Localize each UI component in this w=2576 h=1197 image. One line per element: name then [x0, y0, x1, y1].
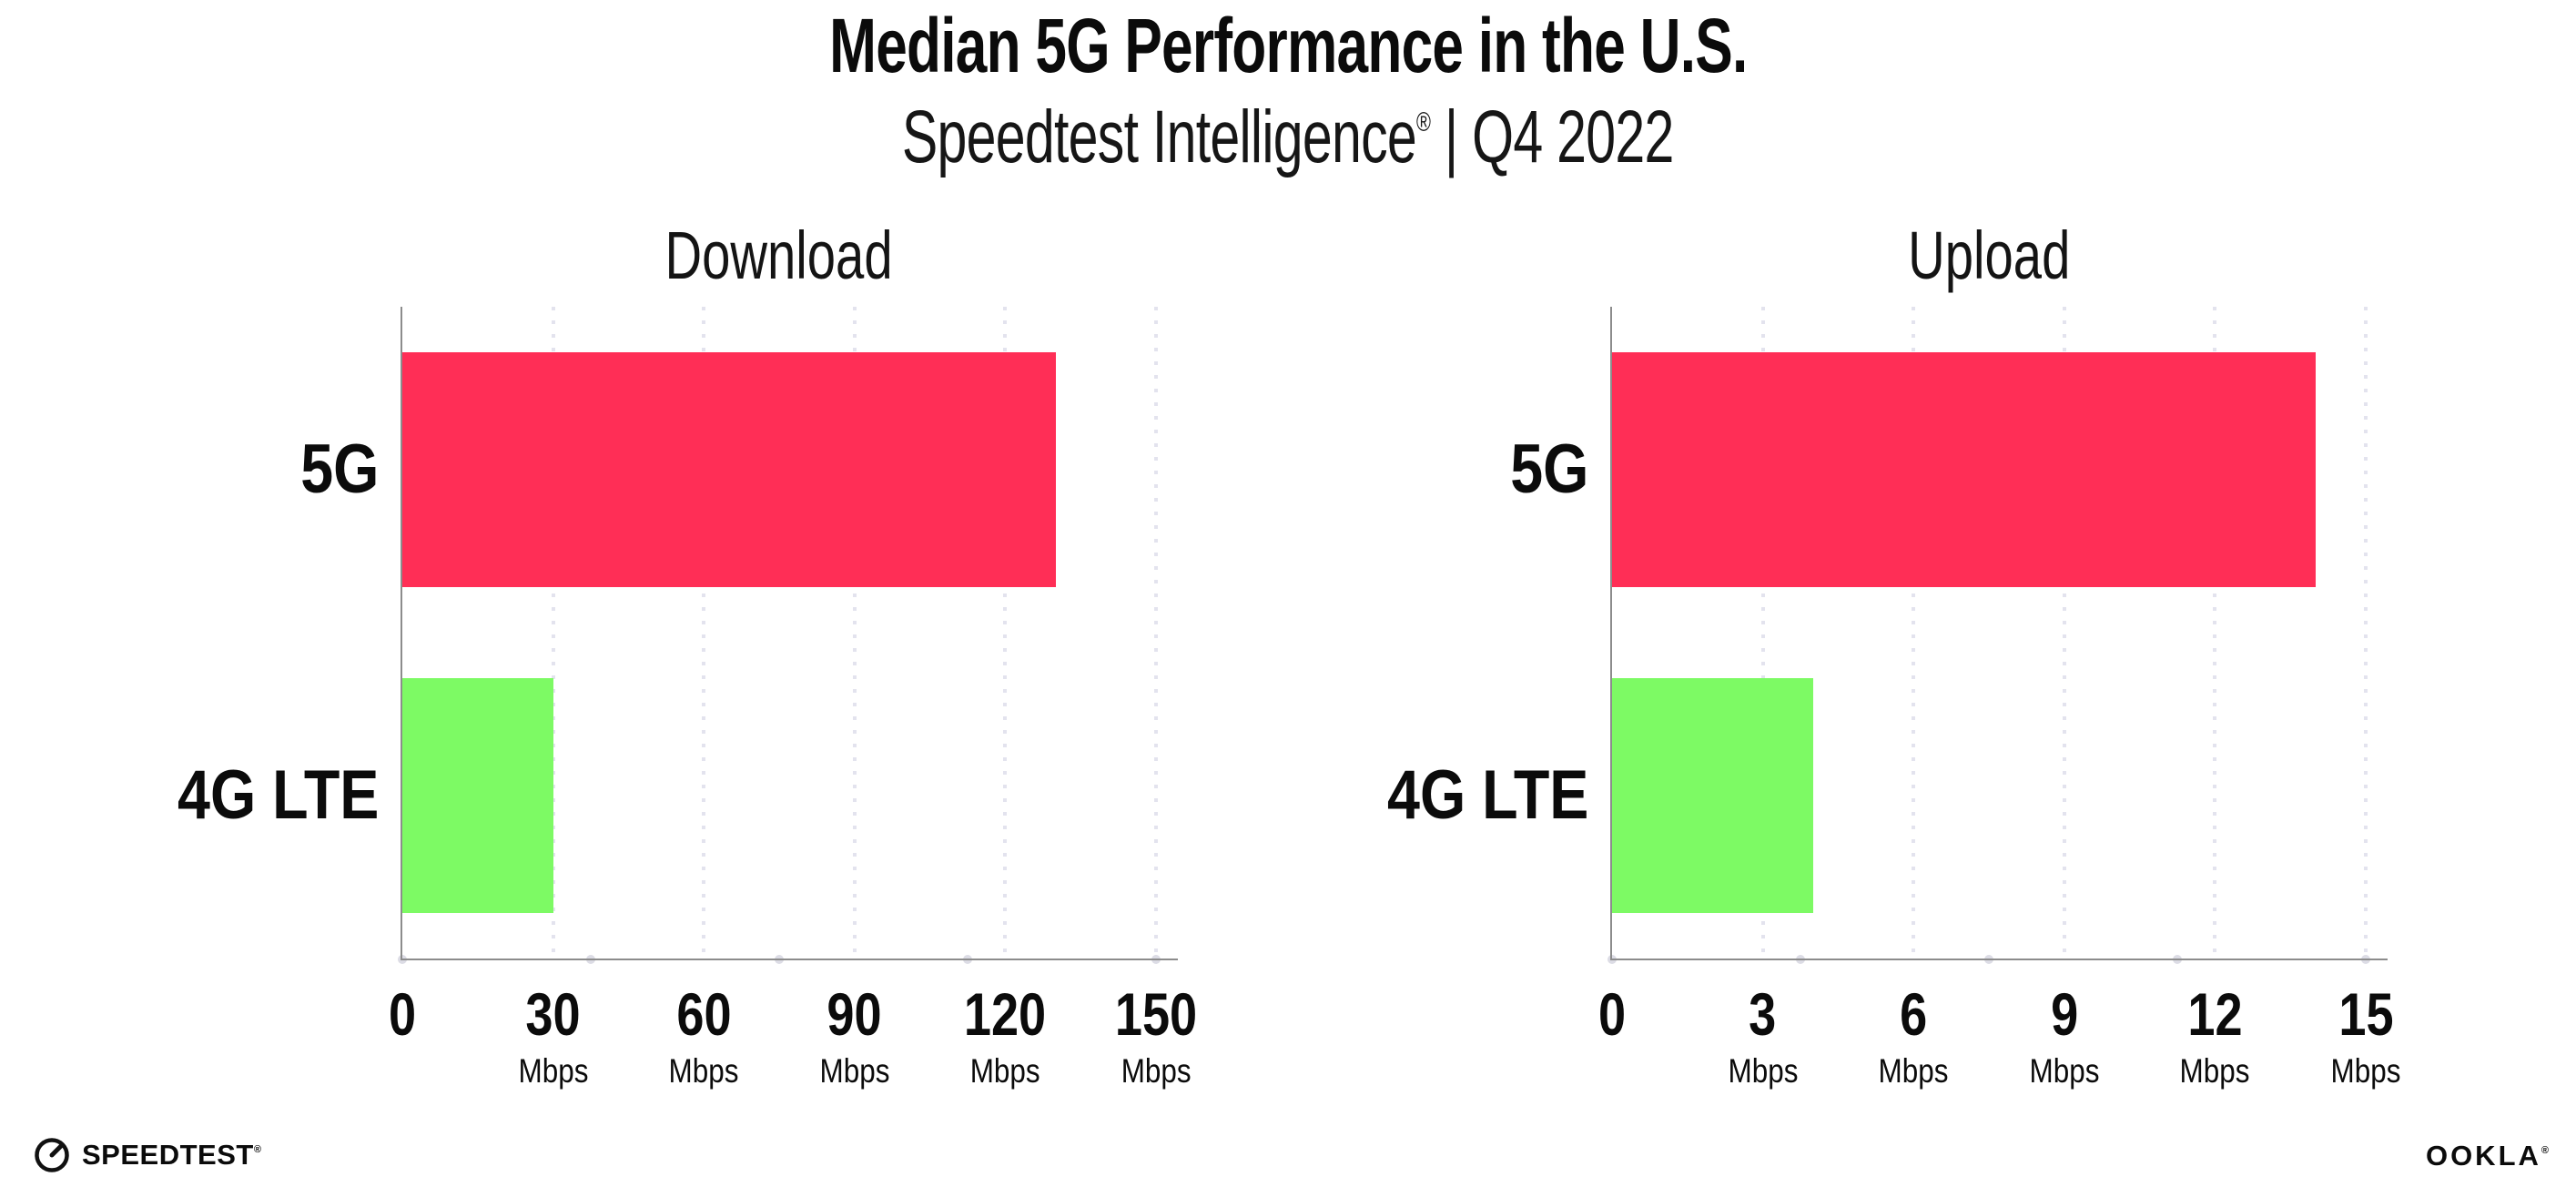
- x-tick: 150 Mbps: [1114, 980, 1198, 1090]
- x-tick: 60 Mbps: [668, 980, 739, 1090]
- x-tick: 6 Mbps: [1878, 980, 1949, 1090]
- upload-chart-plot: 5G 4G LTE 0 3 Mbps 6 Mbps 9 Mbps 12 Mbps…: [1387, 307, 2400, 1088]
- gridline: [2364, 307, 2368, 959]
- x-tick: 0: [1597, 980, 1627, 1048]
- gridline: [551, 307, 555, 959]
- x-tick: 120 Mbps: [964, 980, 1047, 1090]
- gridline: [702, 307, 706, 959]
- y-axis-line: [401, 307, 402, 959]
- subtitle-brand: Speedtest Intelligence: [902, 96, 1417, 178]
- subtitle-period: | Q4 2022: [1430, 96, 1674, 178]
- ookla-logo: OOKLA®: [2426, 1140, 2549, 1172]
- page-title-text: Median 5G Performance in the U.S.: [828, 3, 1748, 88]
- gridline: [2213, 307, 2217, 959]
- x-axis-line: [401, 959, 1178, 960]
- upload-4g-lte-bar: [1612, 678, 1813, 913]
- gridline: [1154, 307, 1158, 959]
- gridline: [1760, 307, 1765, 959]
- download-chart-title: Download: [664, 218, 894, 293]
- gridline: [1912, 307, 1916, 959]
- category-label-5g: 5G: [1509, 431, 1588, 508]
- page-title: Median 5G Performance in the U.S.: [0, 7, 2576, 84]
- download-5g-bar: [402, 352, 1056, 587]
- registered-mark: ®: [1416, 107, 1431, 137]
- ookla-wordmark: OOKLA: [2425, 1140, 2541, 1172]
- page-subtitle-text: Speedtest Intelligence® | Q4 2022: [902, 100, 1675, 175]
- x-tick: 15 Mbps: [2330, 980, 2401, 1090]
- upload-5g-bar: [1612, 352, 2316, 587]
- gridline: [2062, 307, 2066, 959]
- gridline: [1003, 307, 1008, 959]
- x-axis-line: [1610, 959, 2388, 960]
- speedtest-logo: SPEEDTEST®: [33, 1134, 261, 1176]
- speedtest-gauge-icon: [33, 1136, 71, 1174]
- x-tick: 12 Mbps: [2179, 980, 2250, 1090]
- gridline: [852, 307, 857, 959]
- category-label-5g: 5G: [299, 431, 379, 508]
- upload-chart-title: Upload: [1907, 218, 2071, 293]
- x-tick: 30 Mbps: [518, 980, 589, 1090]
- x-tick: 9 Mbps: [2029, 980, 2100, 1090]
- page-subtitle: Speedtest Intelligence® | Q4 2022: [0, 100, 2576, 175]
- registered-mark: ®: [2541, 1144, 2549, 1156]
- download-chart-plot: 5G 4G LTE 0 30 Mbps 60 Mbps 90 Mbps 120 …: [177, 307, 1197, 1088]
- speedtest-wordmark: SPEEDTEST®: [82, 1139, 262, 1171]
- x-tick: 90 Mbps: [819, 980, 890, 1090]
- category-label-4g-lte: 4G LTE: [1386, 756, 1588, 834]
- category-label-4g-lte: 4G LTE: [177, 756, 379, 834]
- x-tick: 0: [388, 980, 417, 1048]
- y-axis-line: [1610, 307, 1612, 959]
- x-tick: 3 Mbps: [1728, 980, 1799, 1090]
- download-4g-lte-bar: [402, 678, 553, 913]
- registered-mark: ®: [253, 1143, 262, 1155]
